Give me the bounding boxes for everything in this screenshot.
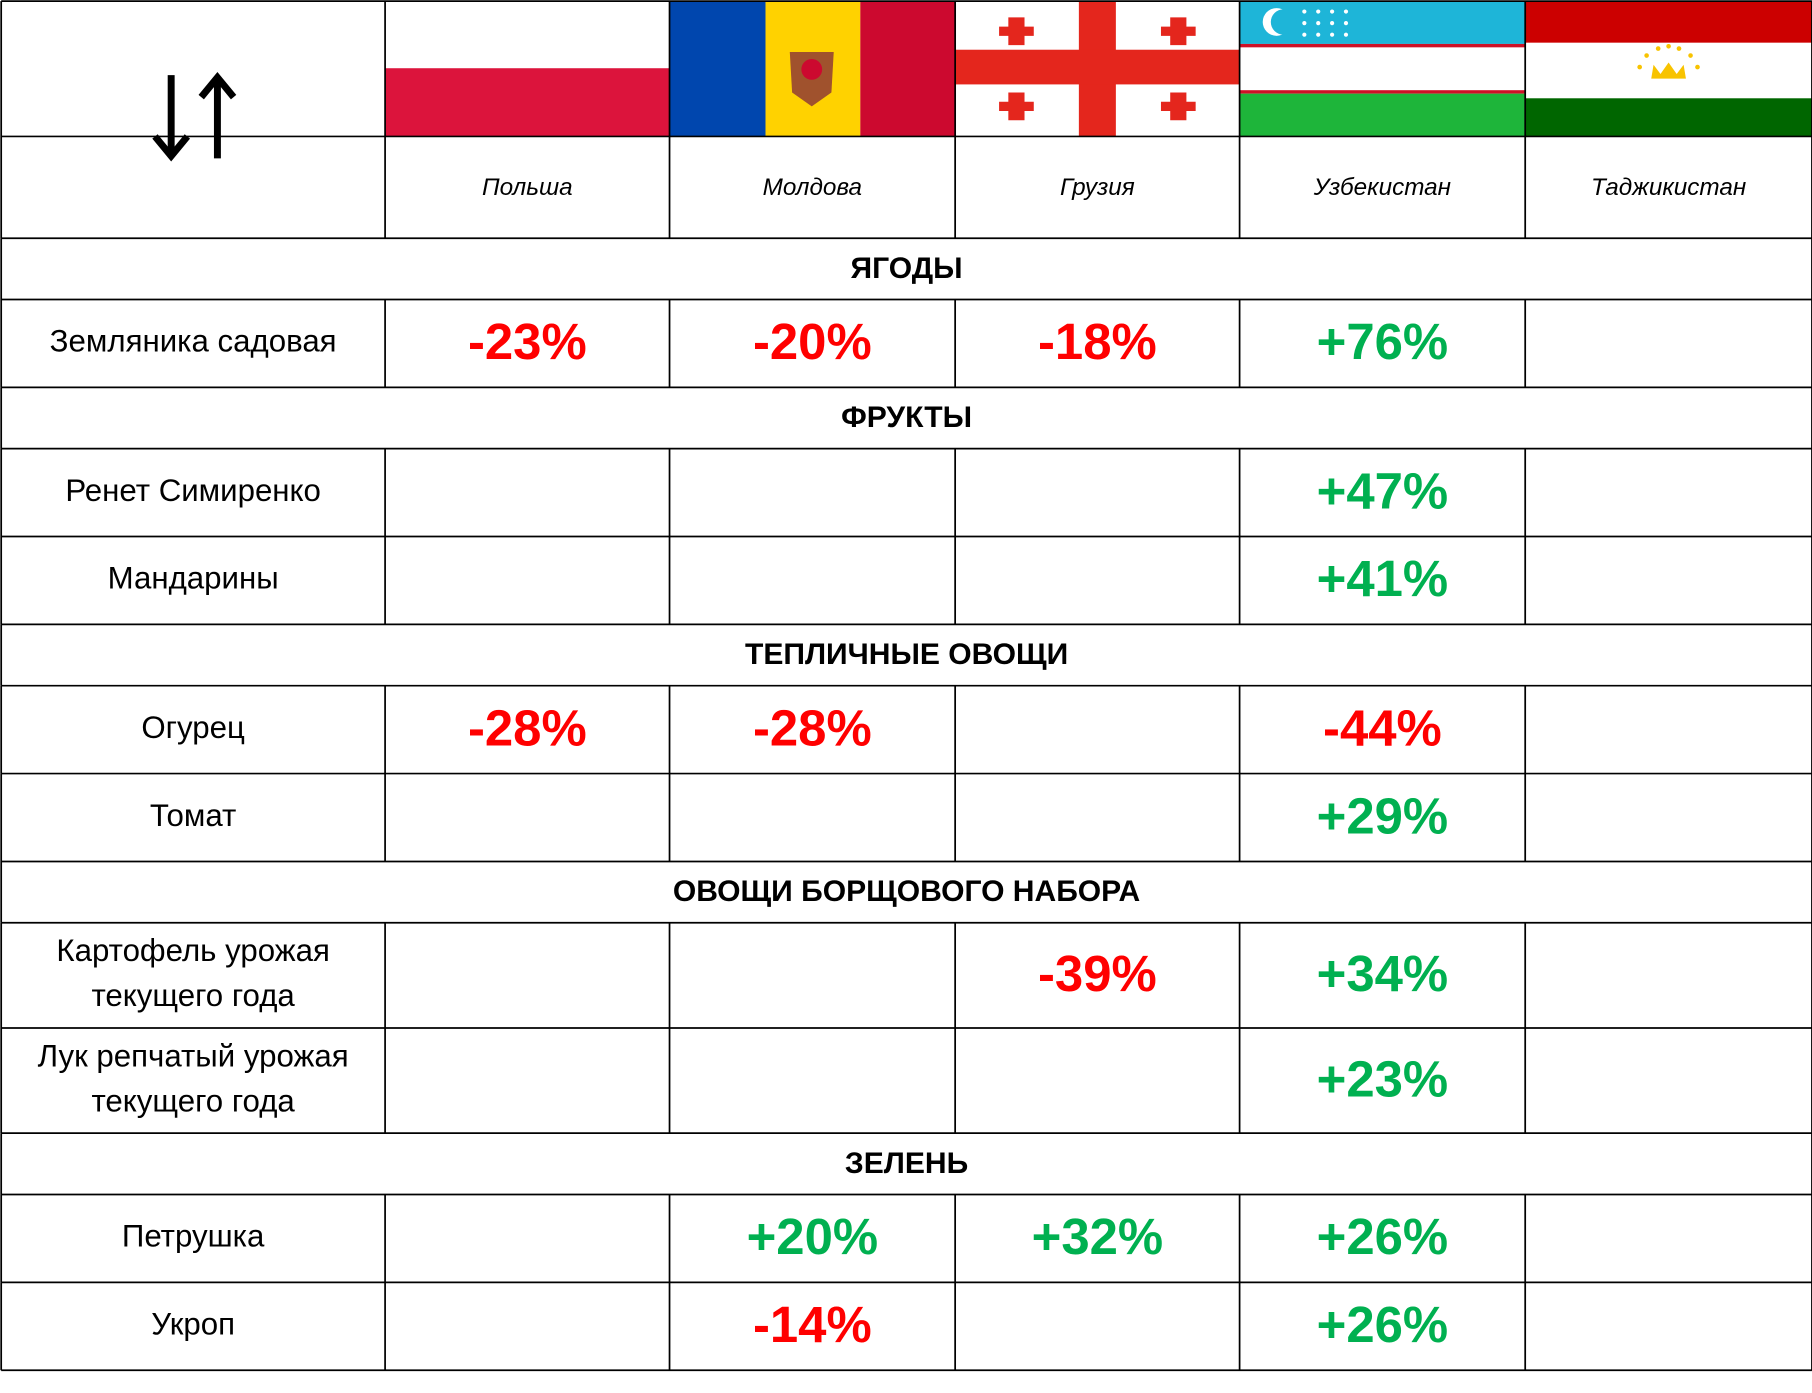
section-title: ЗЕЛЕНЬ	[845, 1147, 968, 1180]
section-title: ФРУКТЫ	[841, 401, 972, 434]
price-change: +20%	[747, 1208, 879, 1265]
price-change: -23%	[468, 313, 587, 370]
row-label: Ренет Симиренко	[65, 473, 321, 508]
country-name: Таджикистан	[1591, 174, 1746, 201]
flag-uzbekistan	[1239, 1, 1526, 137]
flag-poland	[385, 1, 670, 137]
country-name: Грузия	[1060, 174, 1135, 201]
price-change: +23%	[1317, 1050, 1449, 1107]
row-label: Томат	[150, 798, 236, 833]
price-change: -44%	[1323, 699, 1442, 756]
country-name: Узбекистан	[1313, 174, 1451, 201]
country-name: Польша	[482, 174, 573, 201]
sort-icon	[152, 72, 237, 162]
flag-tajikistan	[1525, 1, 1812, 137]
price-change: +34%	[1317, 945, 1449, 1002]
price-change: +41%	[1317, 550, 1449, 607]
price-change: +76%	[1317, 313, 1449, 370]
price-change: -39%	[1038, 945, 1157, 1002]
country-name: Молдова	[763, 174, 862, 201]
price-change: -14%	[753, 1296, 872, 1353]
price-change: +47%	[1317, 462, 1449, 519]
row-label: Огурец	[141, 710, 245, 745]
flag-moldova	[669, 1, 956, 137]
row-label: Лук репчатый урожая	[38, 1038, 349, 1073]
section-title: ТЕПЛИЧНЫЕ ОВОЩИ	[745, 638, 1068, 671]
price-change: -28%	[468, 699, 587, 756]
price-change: +29%	[1317, 787, 1449, 844]
price-change: +26%	[1317, 1296, 1449, 1353]
row-label: Петрушка	[122, 1219, 265, 1254]
row-label: текущего года	[91, 978, 295, 1013]
price-change: +32%	[1032, 1208, 1163, 1265]
row-label: Мандарины	[108, 561, 279, 596]
row-label: Картофель урожая	[56, 933, 329, 968]
price-change: -28%	[753, 699, 872, 756]
section-title: ОВОЩИ БОРЩОВОГО НАБОРА	[673, 875, 1140, 908]
section-title: ЯГОДЫ	[851, 252, 963, 285]
row-label: Земляника садовая	[50, 324, 337, 359]
row-label: Укроп	[151, 1307, 235, 1342]
flag-georgia	[955, 1, 1240, 137]
price-change: -20%	[753, 313, 872, 370]
price-change: +26%	[1317, 1208, 1449, 1265]
price-change: -18%	[1038, 313, 1157, 370]
row-label: текущего года	[91, 1083, 295, 1118]
